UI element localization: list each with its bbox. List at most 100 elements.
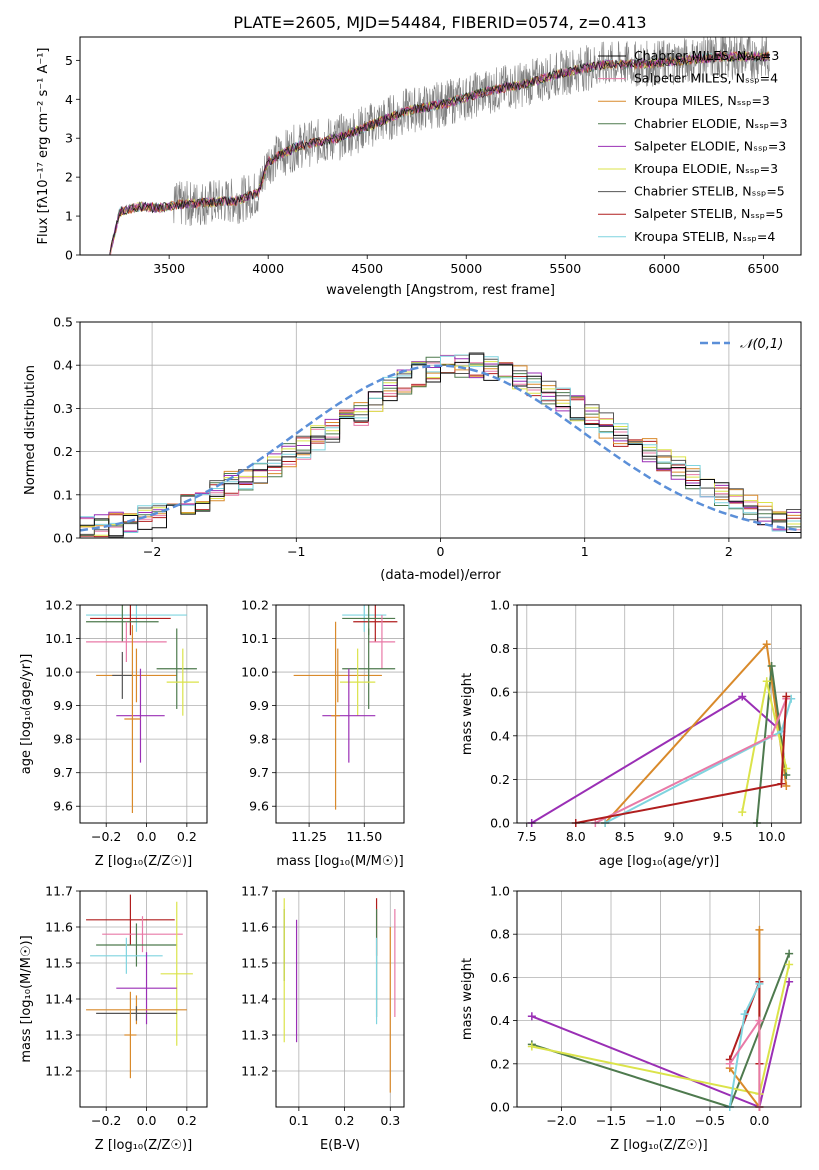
x-tick-label: 3500 [153,261,185,276]
x-axis-label: mass [log₁₀(M/M☉)] [276,854,403,869]
y-tick-label: 0.8 [490,641,510,656]
x-tick-label: 6500 [747,261,779,276]
y-tick-label: 11.6 [45,920,73,935]
weight-marker [782,692,791,701]
legend-entry: Kroupa ELODIE, Nₛₛₚ=3 [634,161,778,176]
y-axis-label: Flux [fλ10⁻¹⁷ erg cm⁻² s⁻¹ A⁻¹] [36,48,51,245]
x-tick-label: 0.0 [749,1113,769,1128]
x-tick-label: 6000 [648,261,680,276]
weight-marker [782,781,791,790]
x-tick-label: 11.25 [291,829,327,844]
z-age-panel: −0.2 0.0 0.2 9.6 9.7 9.8 9.9 10.0 10.1 10.2 Z [log… [19,598,208,869]
x-tick-label: 0.1 [289,1113,309,1128]
y-tick-label: 0.2 [490,1056,510,1071]
legend-entry: Kroupa STELIB, Nₛₛₚ=4 [634,229,775,244]
y-tick-label: 0 [65,248,73,263]
x-tick-label: −1 [287,544,305,559]
weight-marker [738,808,747,817]
x-axis-label: age [log₁₀(age/yr)] [599,854,720,869]
legend-entry: Salpeter ELODIE, Nₛₛₚ=3 [634,138,786,153]
x-tick-label: 0.0 [137,829,157,844]
axes-frame [79,890,208,1108]
y-tick-label: 9.7 [53,765,73,780]
z-mass-panel: −0.2 0.0 0.2 11.2 11.3 11.4 11.5 11.6 11.7 Z [log… [19,884,208,1153]
axes-frame [79,36,802,256]
x-tick-label: −0.2 [91,829,121,844]
x-tick-label: −0.5 [695,1113,725,1128]
weight-marker [725,1059,734,1068]
y-tick-label: 11.7 [241,884,269,899]
axes-frame [275,890,405,1108]
axes-frame [79,321,802,539]
x-tick-label: 7.5 [517,829,537,844]
weight-marker [738,692,747,701]
y-tick-label: 11.3 [241,1028,269,1043]
x-tick-label: 9.0 [664,829,684,844]
y-tick-label: 4 [65,92,73,107]
y-tick-label: 11.4 [241,992,269,1007]
x-tick-label: −2 [143,544,161,559]
z-weight-panel: −2.0 −1.5 −1.0 −0.5 0.0 0.0 0.2 0.4 0.6 0.8 1.0 Z [… [460,884,802,1153]
y-tick-label: 10.2 [241,598,269,613]
x-tick-label: 0.0 [137,1113,157,1128]
legend-entry: Kroupa MILES, Nₛₛₚ=3 [634,93,770,108]
figure-title: PLATE=2605, MJD=54484, FIBERID=0574, z=0… [233,13,646,32]
x-tick-label: 0 [437,544,445,559]
x-axis-label: E(B-V) [320,1138,360,1153]
y-tick-label: 9.6 [53,799,73,814]
x-axis-label: Z [log₁₀(Z/Z☉)] [610,1138,707,1153]
x-axis-label: Z [log₁₀(Z/Z☉)] [95,854,192,869]
y-tick-label: 3 [65,131,73,146]
spectrum-panel: 3500 4000 4500 5000 5500 6000 6500 0 1 2 3 4 5 wavele… [36,36,802,298]
y-tick-label: 9.9 [53,698,73,713]
x-tick-label: 4500 [351,261,383,276]
weight-marker [767,731,776,740]
weight-marker [527,1012,536,1021]
weight-marker [740,1010,749,1019]
x-tick-label: 8.5 [615,829,635,844]
y-tick-label: 0.8 [490,927,510,942]
y-tick-label: 0.5 [53,315,73,330]
weight-line [531,981,791,1107]
y-tick-label: 11.2 [45,1064,73,1079]
y-tick-label: 0.6 [490,685,510,700]
weight-line [531,953,791,1107]
y-tick-label: 10.2 [45,598,73,613]
x-tick-label: 9.5 [713,829,733,844]
legend-entry: 𝒩(0,1) [740,337,783,352]
y-tick-label: 10.1 [45,631,73,646]
x-tick-label: 8.0 [566,829,586,844]
x-tick-label: 1 [581,544,589,559]
normal-curve [79,364,802,532]
x-tick-label: 0.3 [380,1113,400,1128]
model-spectrum-line [109,51,770,255]
y-tick-label: 0.4 [490,728,510,743]
legend-entry: Chabrier ELODIE, Nₛₛₚ=3 [634,116,788,131]
y-tick-label: 0.0 [490,816,510,831]
y-tick-label: 10.0 [241,665,269,680]
weight-marker [782,764,791,773]
weight-marker [777,779,786,788]
ebv-mass-panel: 0.1 0.2 0.3 11.2 11.3 11.4 11.5 11.6 11.7 E(B-V) [241,884,405,1153]
y-tick-label: 0.3 [53,401,73,416]
y-tick-label: 10.1 [241,631,269,646]
y-tick-label: 9.8 [249,732,269,747]
mass-age-panel: 11.25 11.50 9.6 9.7 9.8 9.9 10.0 10.1 10.2 mass [… [241,598,405,869]
x-tick-label: 5000 [450,261,482,276]
y-tick-label: 9.8 [53,732,73,747]
y-tick-label: 1 [65,209,73,224]
y-tick-label: 0.1 [53,487,73,502]
axes-frame [516,604,802,824]
x-tick-label: −0.2 [91,1113,121,1128]
y-tick-label: 9.6 [249,799,269,814]
y-tick-label: 0.4 [490,1013,510,1028]
age-weight-panel: 7.5 8.0 8.5 9.0 9.5 10.0 0.0 0.2 0.4 0.6 0.8 1.0 age… [460,598,802,869]
y-tick-label: 0.4 [53,358,73,373]
y-tick-label: 0.0 [490,1100,510,1115]
y-tick-label: 11.7 [45,884,73,899]
x-tick-label: 0.2 [335,1113,355,1128]
y-tick-label: 11.2 [241,1064,269,1079]
x-tick-label: 11.50 [346,829,382,844]
y-axis-label: mass [log₁₀(M/M☉)] [19,935,34,1062]
